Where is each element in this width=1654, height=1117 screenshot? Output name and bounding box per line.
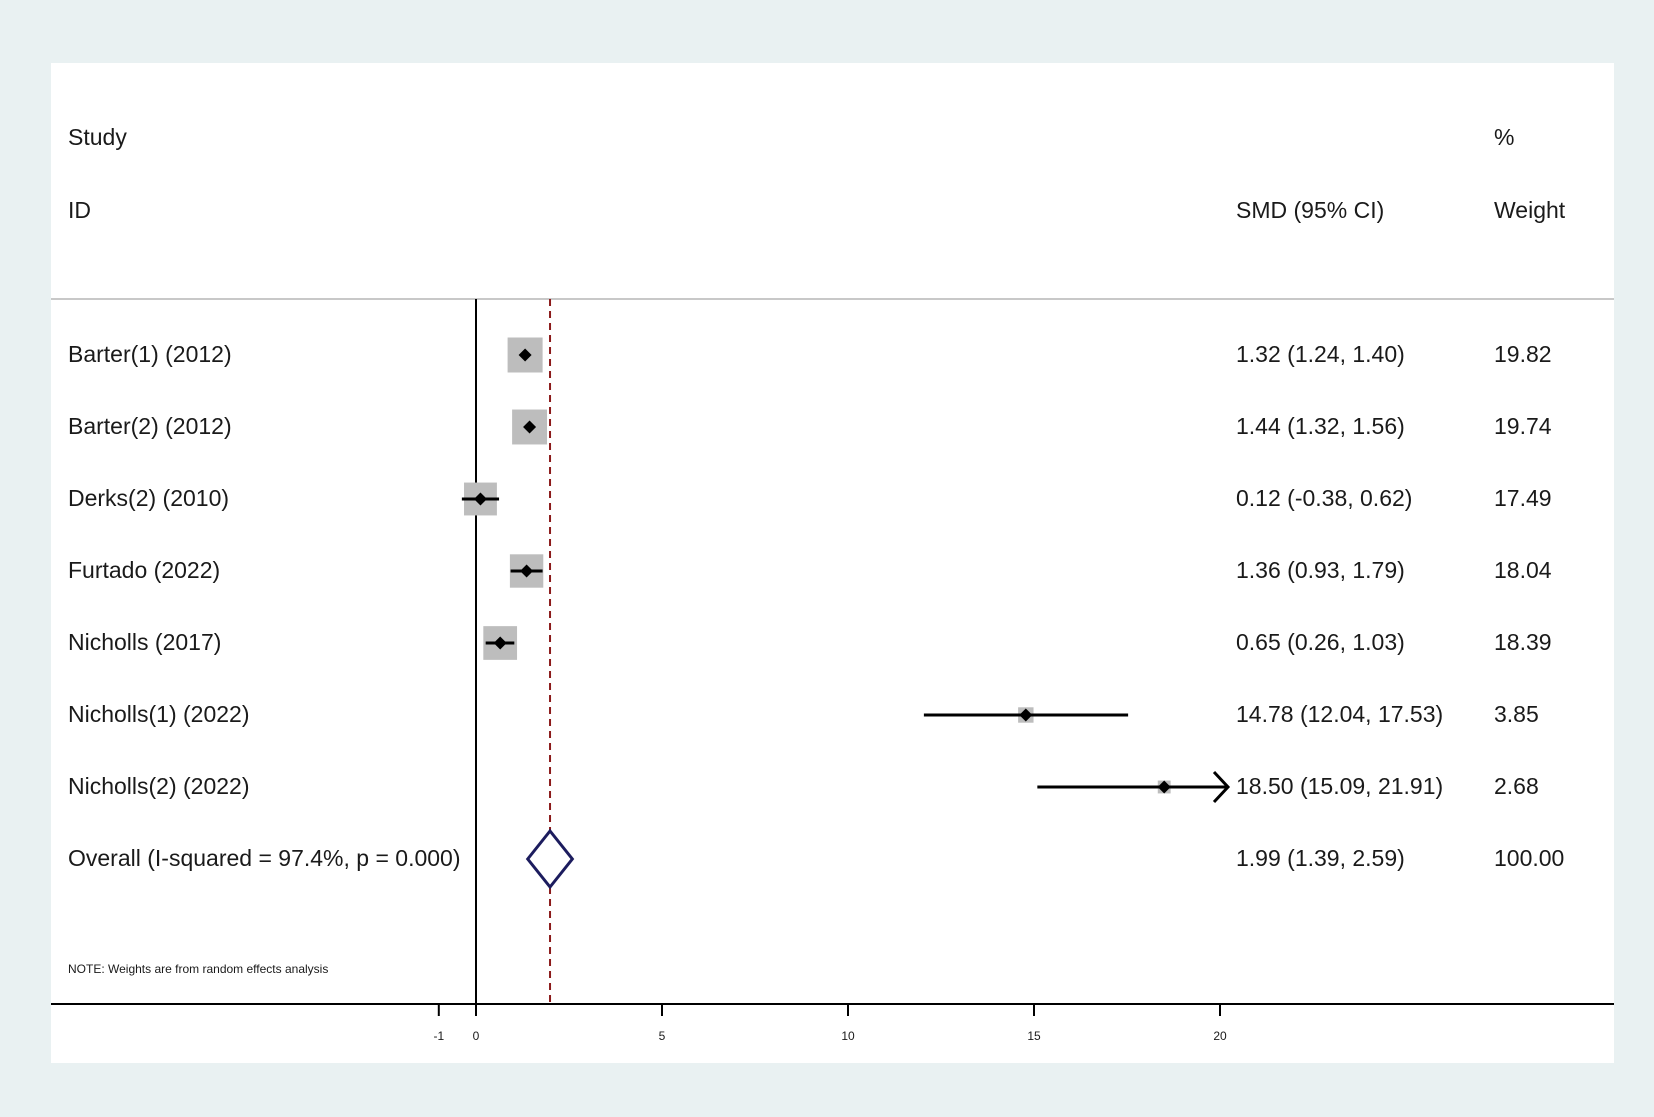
study-smd-ci: 14.78 (12.04, 17.53) xyxy=(1236,701,1444,727)
study-weight: 18.39 xyxy=(1494,629,1552,655)
study-weight: 3.85 xyxy=(1494,701,1539,727)
study-smd-ci: 1.32 (1.24, 1.40) xyxy=(1236,341,1405,367)
study-label: Barter(1) (2012) xyxy=(68,341,232,367)
weight-percent-header: % xyxy=(1494,124,1515,150)
forest-plot-panel xyxy=(51,63,1614,1063)
x-tick-label: 20 xyxy=(1213,1029,1227,1043)
x-tick-label: 15 xyxy=(1027,1029,1041,1043)
study-smd-ci: 0.12 (-0.38, 0.62) xyxy=(1236,485,1413,511)
study-weight: 19.82 xyxy=(1494,341,1552,367)
study-weight: 2.68 xyxy=(1494,773,1539,799)
id-column-header: ID xyxy=(68,197,91,223)
point-estimate-marker xyxy=(493,636,507,650)
ci-overflow-arrow xyxy=(1212,770,1231,804)
study-smd-ci: 18.50 (15.09, 21.91) xyxy=(1236,773,1444,799)
smd-column-header: SMD (95% CI) xyxy=(1236,197,1385,223)
point-estimate-marker xyxy=(518,348,532,362)
study-label: Furtado (2022) xyxy=(68,557,221,583)
overall-diamond xyxy=(525,828,575,890)
study-weight: 18.04 xyxy=(1494,557,1552,583)
study-label: Barter(2) (2012) xyxy=(68,413,232,439)
study-label: Nicholls (2017) xyxy=(68,629,222,655)
study-smd-ci: 1.44 (1.32, 1.56) xyxy=(1236,413,1405,439)
study-smd-ci: 0.65 (0.26, 1.03) xyxy=(1236,629,1405,655)
point-estimate-marker xyxy=(520,564,534,578)
study-weight: 19.74 xyxy=(1494,413,1552,439)
point-estimate-marker xyxy=(473,492,487,506)
overall-weight: 100.00 xyxy=(1494,845,1565,871)
x-tick-label: -1 xyxy=(433,1029,444,1043)
point-estimate-marker xyxy=(1157,780,1171,794)
weight-column-header: Weight xyxy=(1494,197,1566,223)
point-estimate-marker xyxy=(1019,708,1033,722)
study-label: Nicholls(2) (2022) xyxy=(68,773,250,799)
x-tick-label: 0 xyxy=(473,1029,480,1043)
study-label: Derks(2) (2010) xyxy=(68,485,230,511)
x-tick-label: 5 xyxy=(659,1029,666,1043)
overall-label: Overall (I-squared = 97.4%, p = 0.000) xyxy=(68,845,461,871)
study-weight: 17.49 xyxy=(1494,485,1552,511)
weights-note: NOTE: Weights are from random effects an… xyxy=(68,962,329,976)
overall-smd-ci: 1.99 (1.39, 2.59) xyxy=(1236,845,1405,871)
study-column-header: Study xyxy=(68,124,127,150)
study-label: Nicholls(1) (2022) xyxy=(68,701,250,727)
study-smd-ci: 1.36 (0.93, 1.79) xyxy=(1236,557,1405,583)
x-tick-label: 10 xyxy=(841,1029,855,1043)
point-estimate-marker xyxy=(523,420,537,434)
